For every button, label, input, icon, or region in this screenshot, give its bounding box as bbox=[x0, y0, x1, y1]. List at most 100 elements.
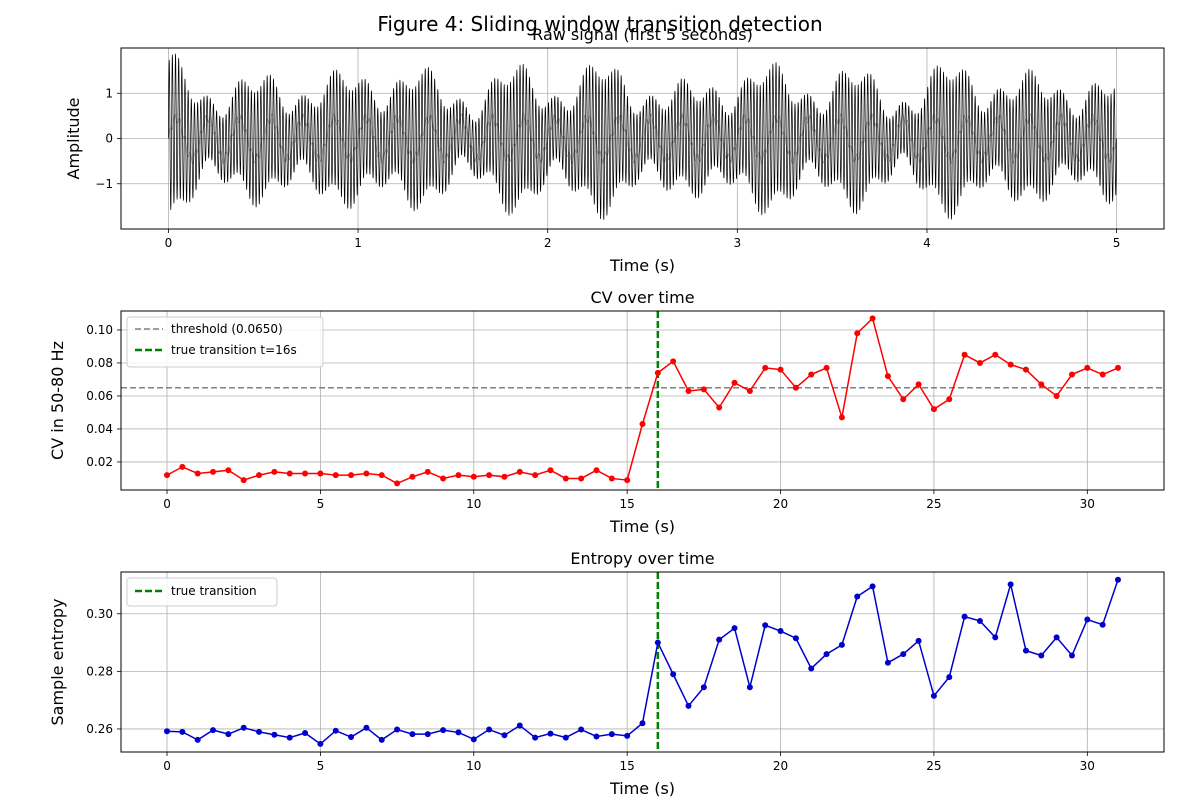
cv-point bbox=[670, 358, 677, 365]
cv-point bbox=[777, 366, 784, 373]
cv-point bbox=[501, 473, 508, 480]
legend: true transition bbox=[126, 577, 278, 607]
entropy-point bbox=[746, 684, 753, 691]
cv-point bbox=[746, 388, 753, 395]
entropy-point bbox=[915, 637, 922, 644]
x-tick-label: 0 bbox=[163, 759, 171, 773]
entropy-point bbox=[470, 736, 477, 743]
x-tick-label: 20 bbox=[773, 759, 788, 773]
x-tick-label: 25 bbox=[926, 497, 941, 511]
cv-point bbox=[1099, 371, 1106, 378]
entropy-point bbox=[792, 635, 799, 642]
x-tick-label: 30 bbox=[1080, 759, 1095, 773]
cv-point bbox=[455, 472, 462, 479]
cv-point bbox=[424, 468, 431, 475]
y-tick-label: 0 bbox=[105, 132, 113, 146]
cv-point bbox=[992, 351, 999, 358]
entropy-point bbox=[240, 724, 247, 731]
cv-point bbox=[409, 473, 416, 480]
legend-box bbox=[126, 577, 278, 607]
x-tick-label: 3 bbox=[733, 236, 741, 250]
x-tick-label: 10 bbox=[466, 497, 481, 511]
cv-point bbox=[532, 472, 539, 479]
y-tick-label: 0.04 bbox=[86, 422, 113, 436]
entropy-point bbox=[547, 730, 554, 737]
cv-point bbox=[271, 468, 278, 475]
entropy-point bbox=[210, 727, 217, 734]
entropy-point bbox=[1053, 634, 1060, 641]
x-axis-label: Time (s) bbox=[609, 779, 675, 798]
entropy-point bbox=[992, 634, 999, 641]
entropy-point bbox=[854, 593, 861, 600]
entropy-point bbox=[900, 651, 907, 658]
entropy-point bbox=[1038, 652, 1045, 659]
cv-point bbox=[869, 315, 876, 322]
entropy-point bbox=[1114, 576, 1121, 583]
entropy-point bbox=[455, 729, 462, 736]
cv-point bbox=[608, 475, 615, 482]
y-axis-label: Amplitude bbox=[64, 98, 83, 180]
entropy-point bbox=[838, 641, 845, 648]
entropy-point bbox=[884, 659, 891, 666]
entropy-point bbox=[685, 702, 692, 709]
cv-point bbox=[1022, 366, 1029, 373]
cv-point bbox=[731, 379, 738, 386]
y-tick-label: 0.08 bbox=[86, 356, 113, 370]
entropy-point bbox=[961, 613, 968, 620]
cv-point bbox=[302, 470, 309, 477]
x-tick-label: 0 bbox=[165, 236, 173, 250]
y-tick-label: 0.10 bbox=[86, 323, 113, 337]
legend: threshold (0.0650) true transition t=16s bbox=[126, 316, 324, 368]
entropy-point bbox=[808, 665, 815, 672]
x-tick-label: 1 bbox=[354, 236, 362, 250]
entropy-point bbox=[639, 720, 646, 727]
y-tick-label: 0.30 bbox=[86, 607, 113, 621]
entropy-point bbox=[317, 740, 324, 747]
entropy-point bbox=[179, 728, 186, 735]
entropy-point bbox=[608, 731, 615, 738]
cv-point bbox=[332, 472, 339, 479]
cv-point bbox=[562, 475, 569, 482]
cv-point bbox=[378, 472, 385, 479]
x-tick-label: 20 bbox=[773, 497, 788, 511]
cv-point bbox=[624, 477, 631, 484]
legend-threshold-label: threshold (0.0650) bbox=[171, 322, 283, 336]
axes-frame bbox=[120, 571, 1165, 753]
y-tick-label: 1 bbox=[105, 86, 113, 100]
x-tick-label: 5 bbox=[1113, 236, 1121, 250]
entropy-point bbox=[562, 734, 569, 741]
entropy-point bbox=[654, 639, 661, 646]
entropy-point bbox=[670, 671, 677, 678]
legend-transition-label: true transition bbox=[171, 584, 257, 598]
y-tick-label: 0.06 bbox=[86, 389, 113, 403]
cv-point bbox=[394, 480, 401, 487]
cv-point bbox=[792, 384, 799, 391]
subplot-title: Raw signal (first 5 seconds) bbox=[532, 25, 753, 44]
x-tick-label: 2 bbox=[544, 236, 552, 250]
cv-point bbox=[1038, 381, 1045, 388]
entropy-point bbox=[194, 736, 201, 743]
subplot-title: CV over time bbox=[590, 288, 694, 307]
entropy-point bbox=[930, 692, 937, 699]
entropy-point bbox=[164, 728, 171, 735]
cv-point bbox=[1114, 364, 1121, 371]
subplot-2: 0 5 10 15 20 25 30 0.02 0.04 0.06 0.08 0.10 CV over … bbox=[48, 288, 1165, 536]
x-tick-label: 30 bbox=[1080, 497, 1095, 511]
entropy-point bbox=[823, 651, 830, 658]
x-tick-label: 10 bbox=[466, 759, 481, 773]
x-tick-label: 4 bbox=[923, 236, 931, 250]
entropy-point bbox=[716, 636, 723, 643]
y-tick-label: −1 bbox=[95, 177, 113, 191]
y-tick-label: 0.02 bbox=[86, 455, 113, 469]
cv-point bbox=[900, 396, 907, 403]
entropy-point bbox=[624, 732, 631, 739]
cv-point bbox=[854, 330, 861, 337]
cv-point bbox=[256, 472, 263, 479]
cv-point bbox=[716, 404, 723, 411]
entropy-point bbox=[225, 731, 232, 738]
cv-point bbox=[210, 468, 217, 475]
cv-point bbox=[1053, 392, 1060, 399]
x-axis-label: Time (s) bbox=[609, 256, 675, 275]
cv-point bbox=[685, 388, 692, 395]
